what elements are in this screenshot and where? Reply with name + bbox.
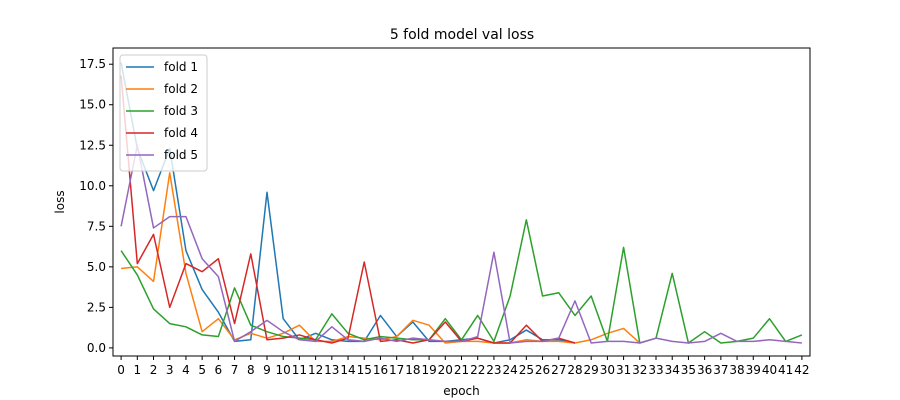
y-tick-label: 7.5 (87, 219, 106, 233)
series-line-fold-4 (120, 75, 576, 344)
x-tick-label: 7 (231, 363, 239, 377)
x-tick-label: 13 (324, 363, 339, 377)
x-tick-label: 37 (713, 363, 728, 377)
x-tick-label: 38 (729, 363, 744, 377)
y-axis-label: loss (53, 190, 67, 213)
x-tick-label: 24 (502, 363, 517, 377)
series-line-fold-5 (120, 144, 802, 344)
x-tick-label: 5 (198, 363, 206, 377)
x-tick-label: 12 (308, 363, 323, 377)
x-tick-label: 33 (648, 363, 663, 377)
x-tick-label: 36 (697, 363, 712, 377)
legend-label-fold-2: fold 2 (164, 82, 198, 96)
x-tick-label: 21 (454, 363, 469, 377)
x-tick-label: 22 (470, 363, 485, 377)
x-axis-label: epoch (443, 384, 480, 398)
legend-label-fold-5: fold 5 (164, 148, 198, 162)
x-tick-label: 41 (778, 363, 793, 377)
x-tick-label: 0 (117, 363, 125, 377)
legend-label-fold-3: fold 3 (164, 104, 198, 118)
x-tick-label: 35 (681, 363, 696, 377)
x-tick-label: 40 (762, 363, 777, 377)
x-tick-label: 42 (794, 363, 809, 377)
x-tick-label: 20 (438, 363, 453, 377)
x-tick-label: 1 (133, 363, 141, 377)
x-tick-label: 4 (182, 363, 190, 377)
y-tick-label: 12.5 (79, 138, 106, 152)
x-tick-label: 19 (421, 363, 436, 377)
x-tick-label: 18 (405, 363, 420, 377)
y-tick-label: 5.0 (87, 260, 106, 274)
plot-frame (112, 47, 811, 357)
x-tick-label: 15 (357, 363, 372, 377)
legend: fold 1 fold 2 fold 3 fold 4 fold 5 (119, 54, 208, 172)
x-tick-label: 31 (616, 363, 631, 377)
x-tick-label: 32 (632, 363, 647, 377)
y-tick-label: 10.0 (79, 179, 106, 193)
series-layer (120, 62, 803, 344)
x-tick-label: 8 (247, 363, 255, 377)
plot-area (113, 48, 810, 356)
x-tick-label: 28 (567, 363, 582, 377)
x-tick-label: 39 (746, 363, 761, 377)
y-tick-label: 17.5 (79, 57, 106, 71)
x-tick-label: 6 (215, 363, 223, 377)
legend-label-fold-4: fold 4 (164, 126, 198, 140)
y-axis-ticks: 0.0 2.5 5.0 7.5 10.0 12.5 15.0 17.5 (79, 57, 113, 355)
x-tick-label: 17 (389, 363, 404, 377)
x-tick-label: 14 (340, 363, 355, 377)
x-tick-label: 30 (600, 363, 615, 377)
x-tick-label: 29 (584, 363, 599, 377)
legend-label-fold-1: fold 1 (164, 60, 198, 74)
x-tick-label: 2 (150, 363, 158, 377)
x-tick-label: 16 (373, 363, 388, 377)
legend-box (119, 54, 208, 172)
x-tick-label: 10 (276, 363, 291, 377)
y-tick-label: 2.5 (87, 300, 106, 314)
series-line-fold-1 (120, 62, 576, 344)
x-tick-label: 23 (486, 363, 501, 377)
x-tick-label: 26 (535, 363, 550, 377)
x-tick-label: 11 (292, 363, 307, 377)
x-tick-label: 27 (551, 363, 566, 377)
x-tick-label: 25 (519, 363, 534, 377)
y-tick-label: 0.0 (87, 341, 106, 355)
x-tick-label: 34 (665, 363, 680, 377)
x-axis-ticks: 0 1 2 3 4 5 6 7 8 9 10 11 12 13 14 15 16 17 18 19 20 21 22 23 24… (117, 356, 810, 377)
x-tick-label: 9 (263, 363, 271, 377)
x-tick-label: 3 (166, 363, 174, 377)
y-tick-label: 15.0 (79, 98, 106, 112)
chart-title: 5 fold model val loss (390, 27, 534, 43)
